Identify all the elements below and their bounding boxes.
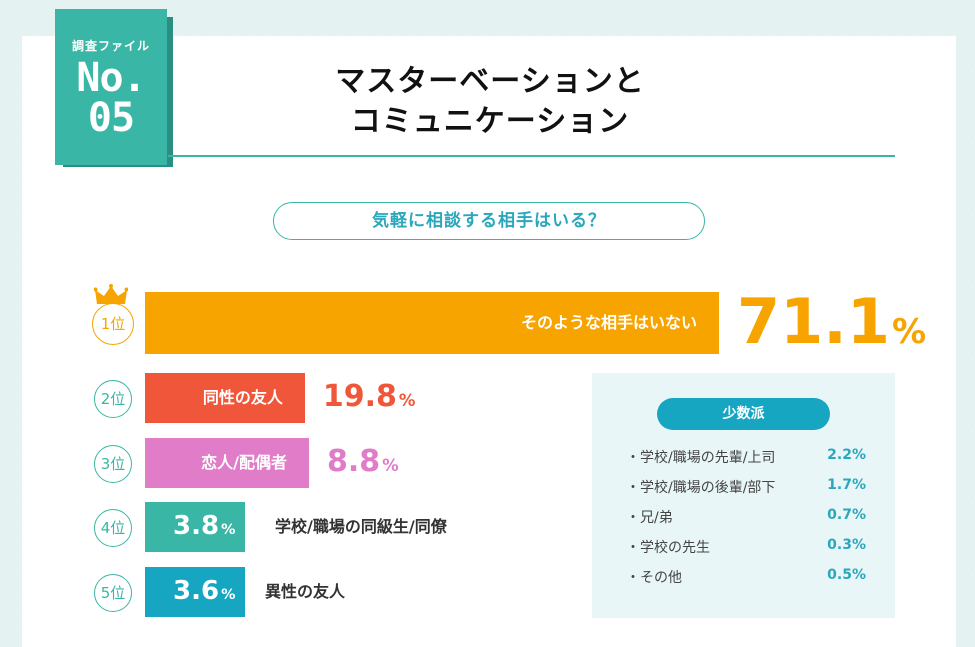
bar — [145, 438, 309, 488]
rank-badge: 5位 — [94, 574, 132, 612]
crown-icon — [94, 284, 128, 304]
minority-item-value: 0.5% — [827, 567, 866, 583]
data-label: 3.6% — [173, 575, 236, 606]
minority-item-value: 2.2% — [827, 447, 866, 463]
category-label: そのような相手はいない — [520, 313, 697, 332]
badge-label: 調査ファイル — [71, 39, 150, 53]
minority-item-label: ・兄/弟 — [626, 510, 673, 526]
category-label: 異性の友人 — [265, 582, 346, 601]
badge-number: No. 05 — [76, 55, 146, 141]
minority-item-label: ・その他 — [626, 570, 682, 586]
minority-item-value: 0.7% — [827, 507, 866, 523]
minority-item-label: ・学校の先生 — [626, 540, 710, 556]
bar — [145, 567, 245, 617]
data-label: 71.1% — [737, 284, 927, 358]
minority-item: ・学校の先生 0.3% — [626, 537, 866, 557]
page-title: マスターベーションと コミュニケーション — [335, 64, 645, 139]
rank-badge: 4位 — [94, 509, 132, 547]
minority-item-value: 1.7% — [827, 477, 866, 493]
minority-item-label: ・学校/職場の後輩/部下 — [626, 480, 776, 496]
file-badge: 調査ファイル No. 05 — [55, 9, 167, 165]
bar — [145, 292, 719, 354]
data-label: 19.8% — [322, 379, 416, 415]
title-divider — [168, 155, 895, 157]
category-label: 恋人/配偶者 — [201, 453, 287, 472]
rank-badge: 3位 — [94, 445, 132, 483]
rank-badge: 1位 — [92, 303, 134, 345]
question-pill: 気軽に相談する相手はいる？ — [273, 202, 705, 240]
data-label: 8.8% — [327, 444, 399, 480]
minority-item-value: 0.3% — [827, 537, 866, 553]
bar — [145, 502, 245, 552]
minority-item: ・兄/弟 0.7% — [626, 507, 866, 527]
rank-badge: 2位 — [94, 380, 132, 418]
minority-item: ・その他 0.5% — [626, 567, 866, 587]
category-label: 学校/職場の同級生/同僚 — [275, 517, 447, 536]
data-label: 3.8% — [173, 510, 236, 541]
category-label: 同性の友人 — [202, 388, 283, 407]
minority-item: ・学校/職場の先輩/上司 2.2% — [626, 447, 866, 467]
bar — [145, 373, 305, 423]
minority-item-label: ・学校/職場の先輩/上司 — [626, 450, 776, 466]
minority-item: ・学校/職場の後輩/部下 1.7% — [626, 477, 866, 497]
minority-title: 少数派 — [657, 398, 830, 430]
